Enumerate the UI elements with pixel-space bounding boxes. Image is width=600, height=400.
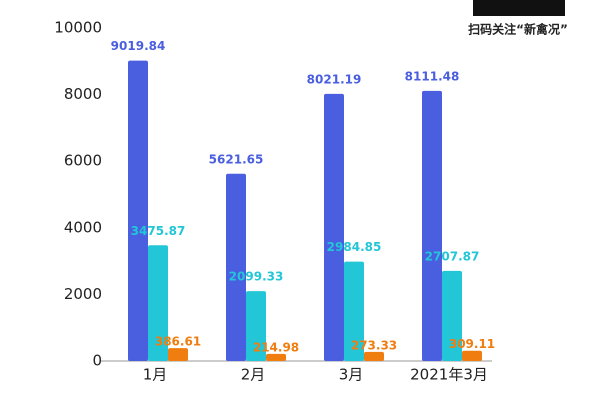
value-label: 2099.33 — [229, 270, 284, 284]
y-tick-label: 6000 — [64, 152, 102, 170]
bar — [344, 261, 364, 361]
value-label: 386.61 — [155, 335, 201, 349]
value-label: 273.33 — [351, 338, 397, 352]
value-label: 3475.87 — [131, 224, 186, 238]
value-label: 8111.48 — [405, 69, 460, 83]
value-label: 214.98 — [253, 340, 299, 354]
bar — [422, 90, 442, 361]
value-label: 9019.84 — [111, 39, 166, 53]
value-label: 5621.65 — [209, 152, 264, 166]
value-label: 2984.85 — [327, 240, 382, 254]
bar — [246, 291, 266, 361]
bar — [148, 245, 168, 361]
x-tick-label: 2月 — [241, 366, 266, 384]
y-tick-label: 4000 — [64, 218, 102, 236]
bar — [462, 350, 482, 361]
bar — [266, 353, 286, 361]
value-label: 8021.19 — [307, 72, 362, 86]
qr-code — [473, 0, 565, 16]
x-tick-label: 1月 — [143, 366, 168, 384]
x-tick-label: 3月 — [339, 366, 364, 384]
y-tick-label: 0 — [92, 352, 102, 370]
bar — [128, 60, 148, 361]
y-tick-label: 10000 — [54, 19, 102, 37]
bar — [168, 348, 188, 361]
bar — [364, 351, 384, 361]
x-tick-label: 2021年3月 — [410, 366, 488, 384]
bar — [226, 173, 246, 361]
value-label: 2707.87 — [425, 249, 480, 263]
y-tick-label: 2000 — [64, 285, 102, 303]
bar — [442, 270, 462, 361]
y-tick-label: 8000 — [64, 85, 102, 103]
bar — [324, 93, 344, 361]
value-label: 309.11 — [449, 337, 495, 351]
watermark: 扫码关注“新禽况” — [468, 22, 568, 37]
